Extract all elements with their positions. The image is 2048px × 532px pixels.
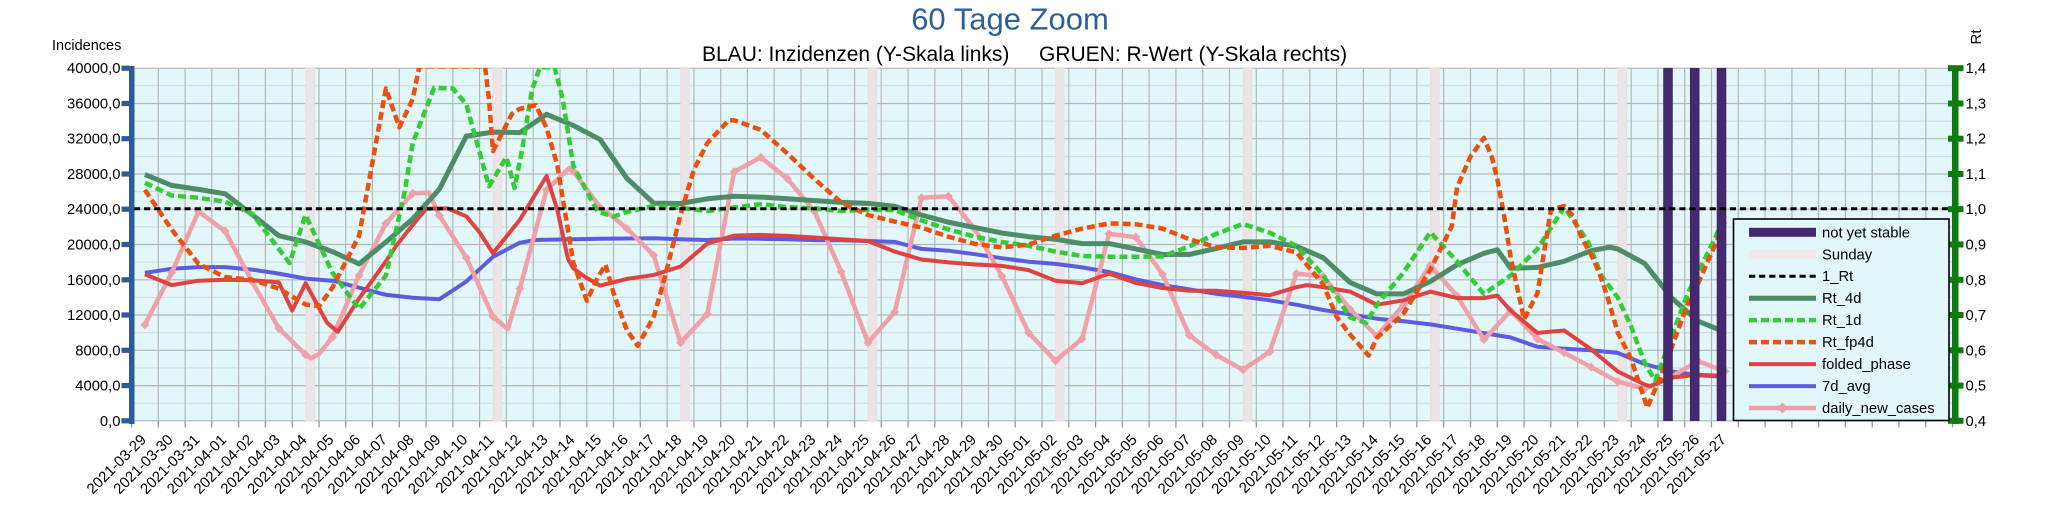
svg-text:1,2: 1,2 — [1966, 132, 1987, 148]
svg-text:Rt_1d: Rt_1d — [1822, 313, 1862, 329]
svg-text:Rt_fp4d: Rt_fp4d — [1822, 335, 1874, 351]
svg-text:BLAU: Inzidenzen (Y-Skala link: BLAU: Inzidenzen (Y-Skala links) — [702, 43, 1009, 66]
svg-text:0,4: 0,4 — [1966, 414, 1987, 430]
svg-text:0,8: 0,8 — [1966, 273, 1987, 289]
svg-text:0,7: 0,7 — [1966, 308, 1987, 324]
svg-text:0,9: 0,9 — [1966, 238, 1987, 254]
svg-text:0,6: 0,6 — [1966, 343, 1987, 359]
svg-text:Rt: Rt — [1968, 29, 1985, 45]
svg-text:Rt_4d: Rt_4d — [1822, 291, 1862, 307]
svg-text:1,0: 1,0 — [1966, 202, 1987, 218]
svg-text:0,5: 0,5 — [1966, 379, 1987, 395]
svg-text:folded_phase: folded_phase — [1822, 357, 1911, 373]
svg-text:Sunday: Sunday — [1822, 247, 1873, 263]
svg-text:32000,0: 32000,0 — [67, 132, 121, 148]
svg-text:1,4: 1,4 — [1966, 61, 1987, 77]
svg-text:28000,0: 28000,0 — [67, 167, 121, 183]
svg-text:24000,0: 24000,0 — [67, 202, 121, 218]
svg-text:7d_avg: 7d_avg — [1822, 379, 1871, 395]
svg-text:0,0: 0,0 — [100, 414, 121, 430]
svg-text:GRUEN: R-Wert (Y-Skala rechts): GRUEN: R-Wert (Y-Skala rechts) — [1039, 43, 1347, 66]
svg-text:20000,0: 20000,0 — [67, 238, 121, 254]
svg-text:not yet stable: not yet stable — [1822, 225, 1910, 241]
svg-text:daily_new_cases: daily_new_cases — [1822, 401, 1935, 417]
svg-text:8000,0: 8000,0 — [75, 343, 120, 359]
svg-text:36000,0: 36000,0 — [67, 97, 121, 113]
svg-text:Incidences: Incidences — [52, 38, 121, 54]
svg-text:60 Tage Zoom: 60 Tage Zoom — [911, 2, 1109, 37]
svg-text:12000,0: 12000,0 — [67, 308, 121, 324]
svg-text:40000,0: 40000,0 — [67, 61, 121, 77]
svg-text:1,1: 1,1 — [1966, 167, 1987, 183]
svg-text:16000,0: 16000,0 — [67, 273, 121, 289]
svg-text:4000,0: 4000,0 — [75, 379, 120, 395]
svg-text:1_Rt: 1_Rt — [1822, 269, 1853, 285]
svg-text:1,3: 1,3 — [1966, 97, 1987, 113]
